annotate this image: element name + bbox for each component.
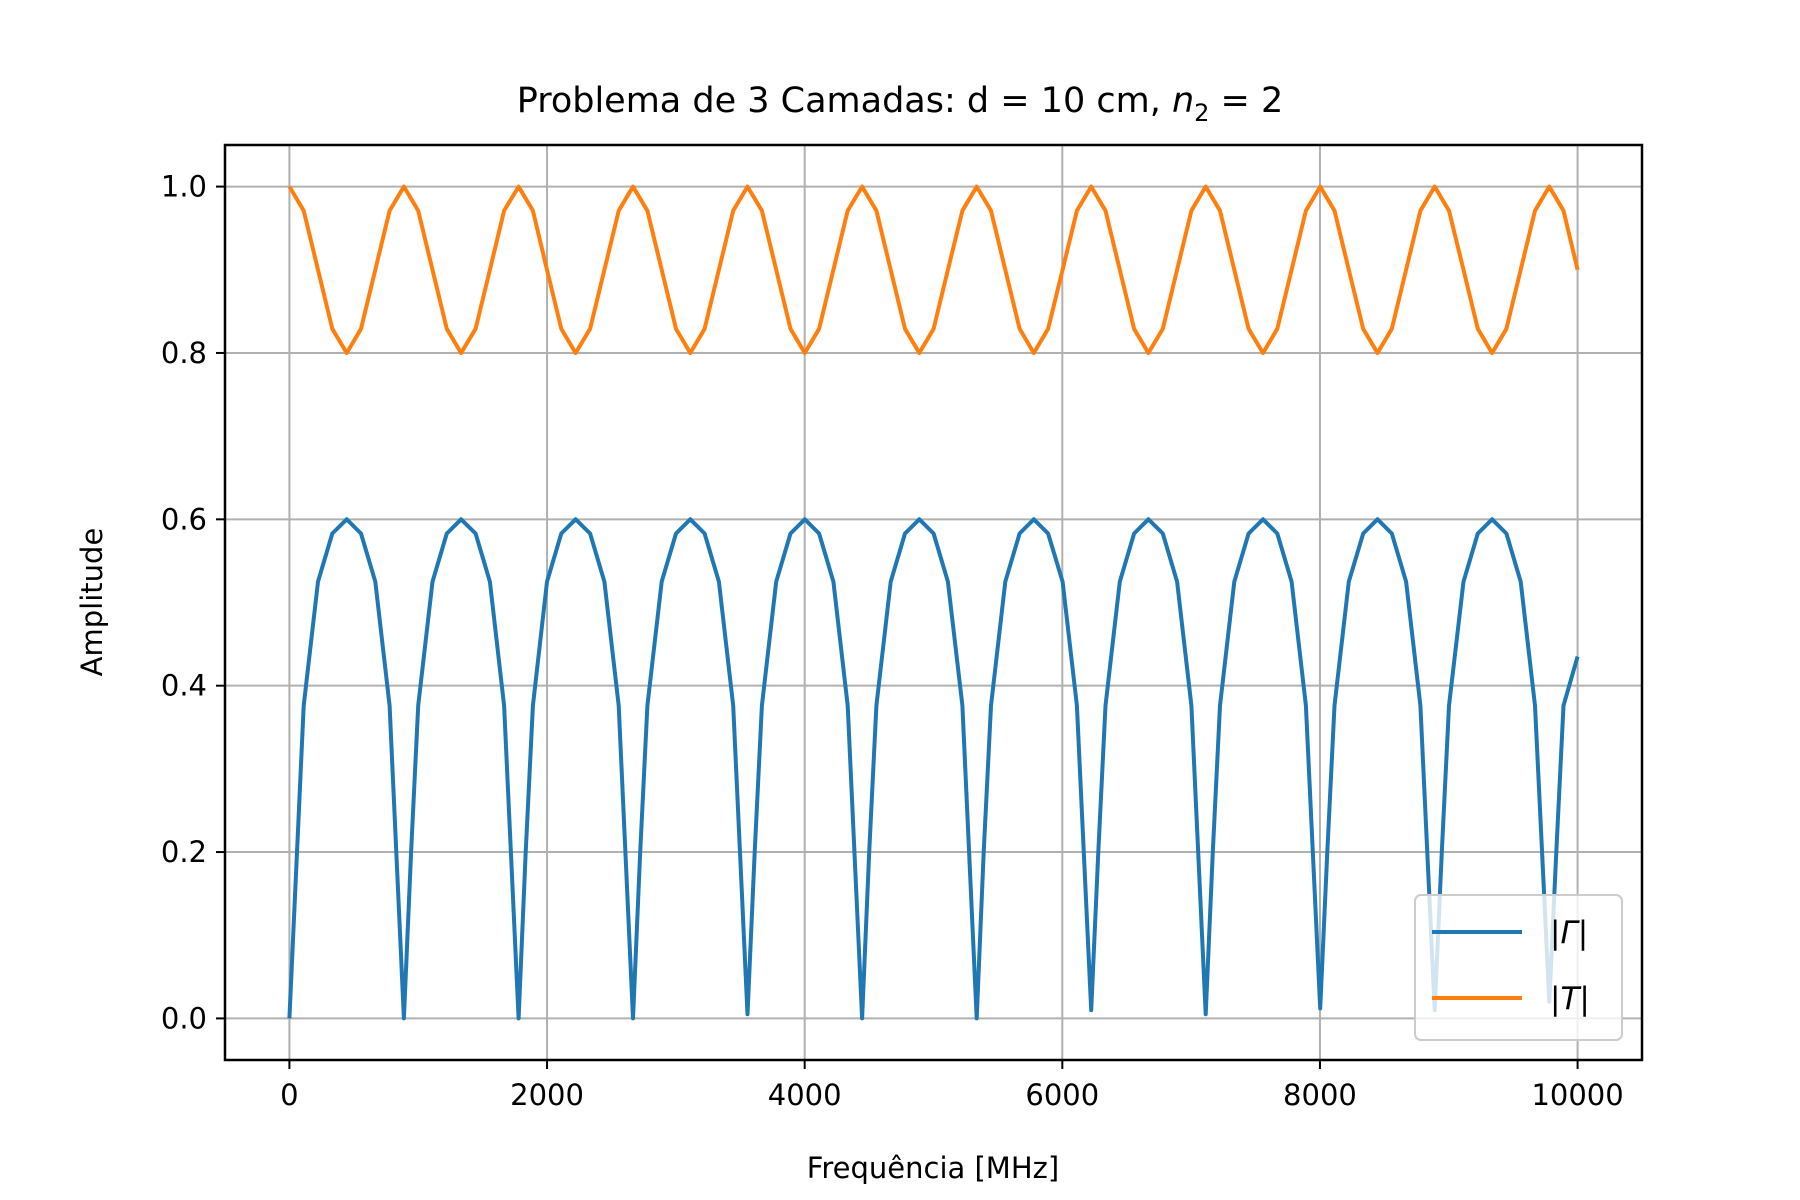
- legend-label-gamma: |Γ|: [1550, 915, 1588, 951]
- legend-box: [1414, 894, 1623, 1041]
- chart-title: Problema de 3 Camadas: d = 10 cm, n2 = 2: [517, 81, 1284, 127]
- x-tick-label-3: 6000: [1025, 1078, 1099, 1112]
- y-tick-label-0: 0.0: [161, 1001, 207, 1035]
- y-tick-label-1: 0.2: [161, 835, 207, 869]
- legend-label-t: |T|: [1550, 981, 1590, 1017]
- legend: |Γ| |T|: [1414, 894, 1623, 1041]
- y-axis-title: Amplitude: [75, 528, 109, 677]
- x-tick-label-5: 10000: [1531, 1078, 1623, 1112]
- x-tick-label-0: 0: [280, 1078, 298, 1112]
- series-line-0: [287, 517, 1580, 1021]
- plot-layer: [287, 184, 1580, 1021]
- x-tick-label-2: 4000: [768, 1078, 842, 1112]
- y-tick-label-2: 0.4: [161, 669, 207, 703]
- axes-frame: [223, 143, 1644, 1062]
- x-axis-title: Frequência [MHz]: [807, 1151, 1059, 1185]
- grid-layer: [225, 145, 1642, 1060]
- series-line-1: [287, 184, 1580, 355]
- x-tick-label-1: 2000: [510, 1078, 584, 1112]
- y-tick-label-5: 1.0: [161, 170, 207, 204]
- x-tick-label-4: 8000: [1283, 1078, 1357, 1112]
- y-tick-label-3: 0.6: [161, 502, 207, 536]
- tick-layer: 0 2000 4000 6000 8000 10000 0.0 0.2 0.4 0.6 0.8 1.0: [161, 170, 1624, 1112]
- y-tick-label-4: 0.8: [161, 336, 207, 370]
